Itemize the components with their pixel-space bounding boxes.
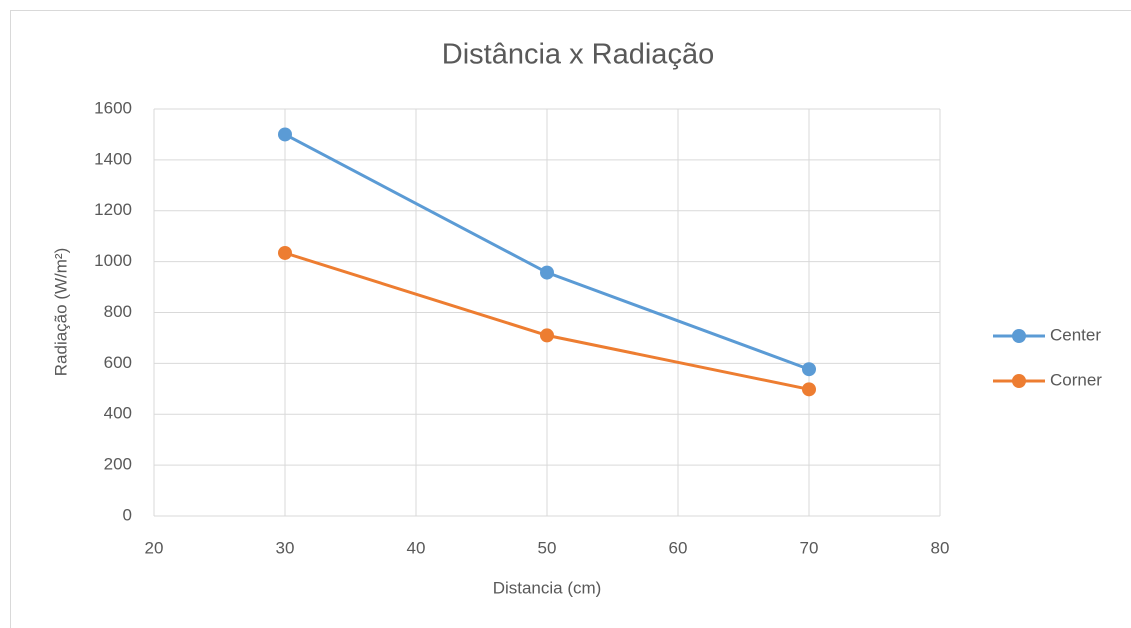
x-tick-label: 80	[931, 538, 950, 557]
data-point	[540, 328, 554, 343]
data-point	[540, 265, 554, 280]
data-point	[278, 245, 292, 260]
y-tick-label: 1000	[94, 251, 132, 270]
x-tick-label: 40	[407, 538, 426, 557]
y-tick-label: 1200	[94, 200, 132, 219]
data-point	[802, 362, 816, 377]
x-tick-label: 60	[669, 538, 688, 557]
legend-label: Corner	[1050, 370, 1102, 389]
x-tick-label: 70	[800, 538, 819, 557]
y-tick-label: 200	[104, 455, 132, 474]
legend-label: Center	[1050, 325, 1101, 344]
y-tick-label: 1400	[94, 149, 132, 168]
data-point	[802, 382, 816, 397]
x-tick-label: 30	[276, 538, 295, 557]
x-axis-label: Distancia (cm)	[493, 578, 602, 597]
x-tick-label: 50	[538, 538, 557, 557]
y-tick-label: 600	[104, 353, 132, 372]
chart-title: Distância x Radiação	[442, 39, 714, 71]
y-axis-label: Radiação (W/m²)	[51, 248, 70, 376]
data-point	[278, 127, 292, 142]
x-tick-label: 20	[145, 538, 164, 557]
chart-border	[10, 10, 1131, 628]
y-tick-label: 1600	[94, 98, 132, 117]
y-tick-label: 0	[123, 505, 132, 524]
legend-marker	[1012, 374, 1026, 388]
y-tick-label: 400	[104, 404, 132, 423]
y-tick-label: 800	[104, 302, 132, 321]
legend-marker	[1012, 329, 1026, 343]
